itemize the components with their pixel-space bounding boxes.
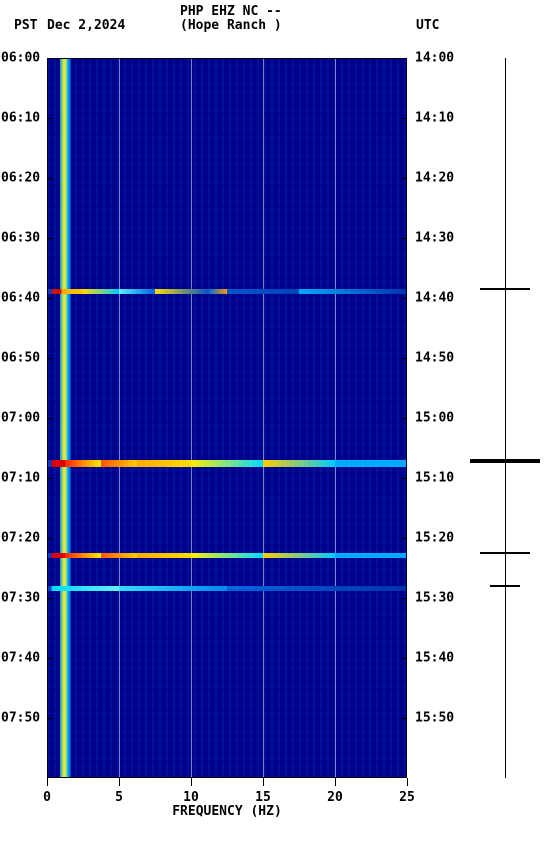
ytick-right: 15:00 [415, 411, 454, 426]
ytick-left: 06:50 [1, 351, 40, 366]
gridline-15hz [263, 58, 264, 778]
date-label: Dec 2,2024 [47, 18, 125, 33]
ytick-left: 07:40 [1, 651, 40, 666]
gridline-5hz [119, 58, 120, 778]
ytick-right: 14:40 [415, 291, 454, 306]
event-band-4 [47, 586, 407, 591]
ytick-right: 15:40 [415, 651, 454, 666]
x-axis-label: FREQUENCY (HZ) [172, 804, 282, 819]
xtick: 15 [255, 790, 271, 805]
ytick-right: 14:20 [415, 171, 454, 186]
ytick-left: 07:30 [1, 591, 40, 606]
waveform-spike [490, 585, 520, 587]
low-freq-persistent-band [60, 58, 71, 778]
waveform-panel [470, 58, 540, 778]
ytick-right: 15:20 [415, 531, 454, 546]
chart-header: PST Dec 2,2024 PHP EHZ NC -- (Hope Ranch… [0, 4, 552, 44]
event-band-2 [47, 460, 407, 467]
ytick-left: 07:50 [1, 711, 40, 726]
station-line2: (Hope Ranch ) [180, 18, 282, 33]
gridline-20hz [335, 58, 336, 778]
ytick-left: 06:40 [1, 291, 40, 306]
ytick-right: 14:00 [415, 51, 454, 66]
ytick-right: 15:30 [415, 591, 454, 606]
xtick: 5 [115, 790, 123, 805]
ytick-right: 14:10 [415, 111, 454, 126]
event-band-1 [47, 289, 407, 294]
xtick: 25 [399, 790, 415, 805]
ytick-left: 06:30 [1, 231, 40, 246]
x-axis: 0 5 10 15 20 25 FREQUENCY (HZ) [47, 778, 407, 818]
ytick-right: 15:50 [415, 711, 454, 726]
waveform-baseline [505, 58, 506, 778]
ytick-left: 06:00 [1, 51, 40, 66]
ytick-left: 07:20 [1, 531, 40, 546]
gridline-10hz [191, 58, 192, 778]
tz-right-label: UTC [416, 18, 439, 33]
ytick-left: 07:10 [1, 471, 40, 486]
ytick-left: 07:00 [1, 411, 40, 426]
waveform-spike [480, 552, 530, 554]
y-axis-right: 14:00 14:10 14:20 14:30 14:40 14:50 15:0… [407, 58, 457, 778]
xtick: 10 [183, 790, 199, 805]
xtick: 0 [43, 790, 51, 805]
spectrogram-plot [47, 58, 407, 778]
ytick-right: 14:50 [415, 351, 454, 366]
tz-left-label: PST [14, 18, 37, 33]
xtick: 20 [327, 790, 343, 805]
waveform-spike [480, 288, 530, 290]
ytick-right: 15:10 [415, 471, 454, 486]
ytick-right: 14:30 [415, 231, 454, 246]
spectrogram-texture [47, 58, 407, 778]
y-axis-left: 06:00 06:10 06:20 06:30 06:40 06:50 07:0… [0, 58, 47, 778]
ytick-left: 06:20 [1, 171, 40, 186]
event-band-3 [47, 553, 407, 558]
station-line1: PHP EHZ NC -- [180, 4, 282, 19]
waveform-spike [470, 459, 540, 463]
ytick-left: 06:10 [1, 111, 40, 126]
